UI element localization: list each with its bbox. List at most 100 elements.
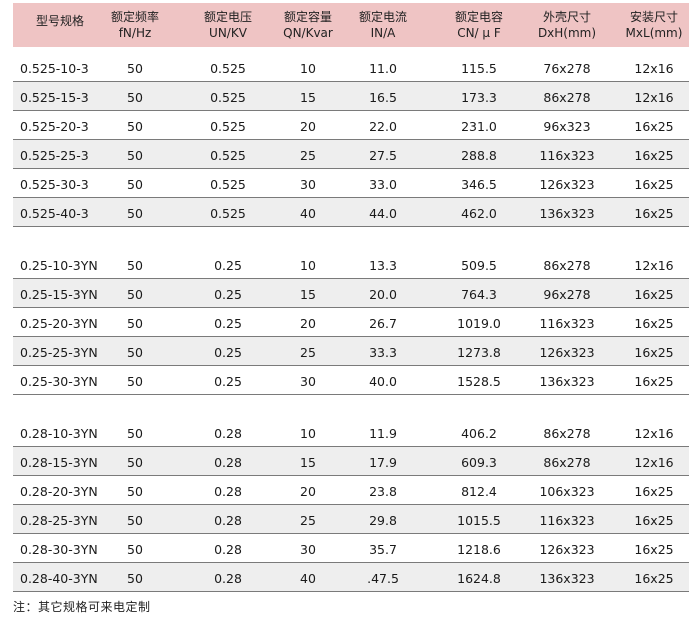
cell-mounting-size: 16x25 <box>634 345 674 360</box>
cell-mounting-size: 12x16 <box>634 258 674 273</box>
cell-current: 23.8 <box>369 484 397 499</box>
row-divider <box>13 562 689 563</box>
cell-capacitance: 1019.0 <box>457 316 501 331</box>
header-mounting-size-name: 安装尺寸 <box>629 10 678 24</box>
cell-model: 0.525-40-3 <box>20 206 89 221</box>
cell-capacity: 25 <box>300 513 316 528</box>
cell-frequency: 50 <box>127 374 143 389</box>
row-divider <box>13 226 689 227</box>
cell-capacitance: 462.0 <box>461 206 497 221</box>
header-capacity: 额定容量 QN/Kvar <box>263 9 353 41</box>
cell-capacitance: 1015.5 <box>457 513 501 528</box>
cell-current: 17.9 <box>369 455 397 470</box>
header-model-name: 型号规格 <box>35 14 84 28</box>
cell-voltage: 0.525 <box>210 90 246 105</box>
cell-voltage: 0.25 <box>214 374 242 389</box>
cell-frequency: 50 <box>127 316 143 331</box>
cell-current: 40.0 <box>369 374 397 389</box>
cell-capacitance: 406.2 <box>461 426 497 441</box>
cell-housing-size: 136x323 <box>539 571 595 586</box>
cell-voltage: 0.25 <box>214 287 242 302</box>
cell-voltage: 0.28 <box>214 484 242 499</box>
header-capacitance: 额定电容 CN/ μ F <box>434 9 524 41</box>
cell-capacitance: 1624.8 <box>457 571 501 586</box>
cell-housing-size: 86x278 <box>543 258 591 273</box>
cell-housing-size: 136x323 <box>539 206 595 221</box>
row-divider <box>13 168 689 169</box>
cell-frequency: 50 <box>127 206 143 221</box>
cell-capacitance: 764.3 <box>461 287 497 302</box>
header-frequency-name: 额定频率 <box>110 10 159 24</box>
cell-voltage: 0.28 <box>214 513 242 528</box>
cell-voltage: 0.525 <box>210 206 246 221</box>
cell-frequency: 50 <box>127 571 143 586</box>
cell-capacitance: 1218.6 <box>457 542 501 557</box>
row-divider <box>13 591 689 592</box>
cell-frequency: 50 <box>127 258 143 273</box>
row-divider <box>13 446 689 447</box>
cell-current: 33.3 <box>369 345 397 360</box>
cell-frequency: 50 <box>127 542 143 557</box>
table-row: 0.28-20-3YN 50 0.28 20 23.8 812.4 106x323 16x25 <box>13 476 689 504</box>
cell-voltage: 0.25 <box>214 316 242 331</box>
cell-frequency: 50 <box>127 345 143 360</box>
cell-housing-size: 116x323 <box>539 513 595 528</box>
cell-capacitance: 509.5 <box>461 258 497 273</box>
table-row: 0.28-15-3YN 50 0.28 15 17.9 609.3 86x278 12x16 <box>13 447 689 475</box>
cell-capacity: 10 <box>300 61 316 76</box>
table-row: 0.525-30-3 50 0.525 30 33.0 346.5 126x323 16x25 <box>13 169 689 197</box>
cell-housing-size: 96x278 <box>543 287 591 302</box>
cell-current: 11.0 <box>369 61 397 76</box>
cell-mounting-size: 16x25 <box>634 119 674 134</box>
row-divider <box>13 307 689 308</box>
header-current: 额定电流 IN/A <box>338 9 428 41</box>
cell-capacity: 20 <box>300 484 316 499</box>
cell-capacity: 30 <box>300 177 316 192</box>
header-model: 型号规格 <box>15 13 105 29</box>
cell-model: 0.25-10-3YN <box>20 258 98 273</box>
cell-voltage: 0.525 <box>210 61 246 76</box>
cell-model: 0.525-15-3 <box>20 90 89 105</box>
cell-housing-size: 116x323 <box>539 148 595 163</box>
cell-voltage: 0.28 <box>214 542 242 557</box>
cell-voltage: 0.525 <box>210 177 246 192</box>
cell-capacity: 25 <box>300 345 316 360</box>
cell-capacity: 15 <box>300 455 316 470</box>
table-row: 0.25-15-3YN 50 0.25 15 20.0 764.3 96x278 16x25 <box>13 279 689 307</box>
cell-capacitance: 288.8 <box>461 148 497 163</box>
cell-mounting-size: 16x25 <box>634 287 674 302</box>
table-row: 0.525-10-3 50 0.525 10 11.0 115.5 76x278 12x16 <box>13 53 689 81</box>
cell-capacity: 10 <box>300 258 316 273</box>
cell-mounting-size: 16x25 <box>634 374 674 389</box>
cell-capacity: 40 <box>300 206 316 221</box>
cell-mounting-size: 16x25 <box>634 316 674 331</box>
cell-model: 0.28-10-3YN <box>20 426 98 441</box>
cell-mounting-size: 12x16 <box>634 426 674 441</box>
table-row: 0.28-40-3YN 50 0.28 40 .47.5 1624.8 136x323 16x… <box>13 563 689 591</box>
cell-capacity: 20 <box>300 316 316 331</box>
cell-capacitance: 812.4 <box>461 484 497 499</box>
table-row: 0.28-25-3YN 50 0.28 25 29.8 1015.5 116x323 16x2… <box>13 505 689 533</box>
cell-current: 26.7 <box>369 316 397 331</box>
cell-frequency: 50 <box>127 426 143 441</box>
cell-housing-size: 126x323 <box>539 177 595 192</box>
cell-frequency: 50 <box>127 484 143 499</box>
cell-frequency: 50 <box>127 148 143 163</box>
cell-housing-size: 126x323 <box>539 345 595 360</box>
header-capacitance-unit: CN/ μ F <box>457 26 501 40</box>
header-capacitance-name: 额定电容 <box>454 10 503 24</box>
cell-housing-size: 126x323 <box>539 542 595 557</box>
cell-voltage: 0.525 <box>210 119 246 134</box>
cell-housing-size: 86x278 <box>543 455 591 470</box>
cell-capacitance: 609.3 <box>461 455 497 470</box>
cell-housing-size: 86x278 <box>543 426 591 441</box>
cell-mounting-size: 16x25 <box>634 513 674 528</box>
row-divider <box>13 278 689 279</box>
cell-model: 0.28-25-3YN <box>20 513 98 528</box>
cell-capacitance: 173.3 <box>461 90 497 105</box>
row-divider <box>13 139 689 140</box>
cell-mounting-size: 12x16 <box>634 90 674 105</box>
footnote: 注：其它规格可来电定制 <box>13 600 151 614</box>
cell-current: 16.5 <box>369 90 397 105</box>
cell-model: 0.25-20-3YN <box>20 316 98 331</box>
